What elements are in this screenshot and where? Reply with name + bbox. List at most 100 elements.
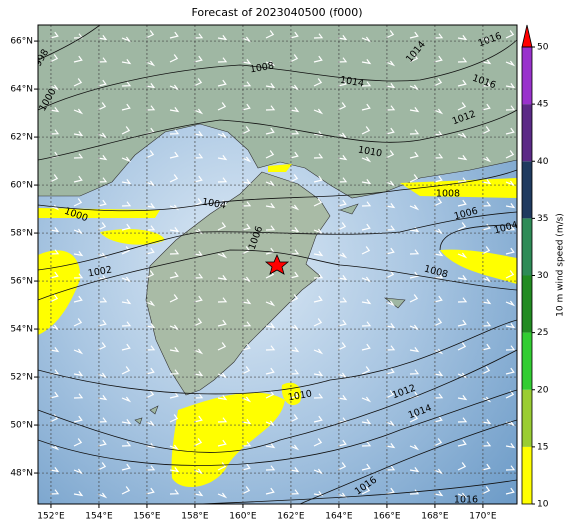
wind-barb <box>457 252 468 259</box>
wind-barb <box>361 201 372 207</box>
y-tick-label: 56°N <box>10 277 33 287</box>
islands <box>134 203 406 425</box>
y-tick-label: 48°N <box>10 469 33 479</box>
wind-barb <box>505 323 516 329</box>
wind-barb <box>49 174 59 183</box>
wind-barb <box>481 396 492 403</box>
wind-barb <box>217 177 228 183</box>
wind-barb <box>409 467 420 473</box>
wind-barb <box>217 395 228 401</box>
wind-barb <box>481 156 492 163</box>
wind-barb <box>505 443 516 449</box>
wind-barb <box>361 419 372 425</box>
colorbar-segment <box>522 446 532 504</box>
y-tick-label: 60°N <box>10 181 33 191</box>
wind-barb <box>121 36 132 43</box>
wind-barb <box>457 102 467 111</box>
wind-barb <box>481 441 492 447</box>
wind-barb <box>241 223 251 231</box>
wind-barb <box>169 151 179 159</box>
wind-barb <box>457 275 468 281</box>
wind-barb <box>457 222 467 231</box>
wind-barb <box>193 153 204 159</box>
wind-barb <box>433 415 443 423</box>
wind-barb <box>73 78 83 87</box>
wind-barb <box>457 79 467 87</box>
wind-barb <box>241 366 251 375</box>
colorbar-tick-label: 50 <box>537 43 549 53</box>
y-tick-label: 50°N <box>10 421 33 431</box>
wind-barb <box>481 59 492 65</box>
wind-barb <box>289 54 299 63</box>
wind-barb <box>505 203 516 209</box>
colorbar-segment <box>522 332 532 390</box>
wind-barb <box>217 372 228 379</box>
wind-barb <box>433 33 444 39</box>
wind-barb <box>289 129 300 135</box>
colorbar-label: 10 m wind speed (m/s) <box>556 213 566 317</box>
wind-barb <box>289 294 299 303</box>
wind-barb <box>361 126 371 135</box>
x-tick-label: 154°E <box>85 512 113 522</box>
wind-barb <box>193 371 204 377</box>
wind-barb <box>145 60 156 67</box>
wind-barb <box>193 228 204 235</box>
wind-barb <box>313 318 323 327</box>
wind-barb <box>337 252 348 259</box>
wind-barb <box>505 247 515 255</box>
wind-barb <box>217 252 228 259</box>
wind-barb <box>289 227 300 233</box>
location-marker <box>264 253 290 275</box>
wind-barb <box>193 318 203 327</box>
wind-barb <box>433 438 443 447</box>
wind-barb <box>241 156 252 163</box>
wind-barb <box>313 371 324 377</box>
wind-barb <box>361 366 371 375</box>
wind-barb <box>265 83 276 89</box>
wind-barb <box>457 417 468 423</box>
wind-barb <box>241 441 252 447</box>
x-tick-label: 160°E <box>229 512 257 522</box>
wind-barb <box>385 487 395 495</box>
wind-barb <box>169 227 180 233</box>
contour-label: 1014 <box>339 74 365 89</box>
wind-barb <box>73 175 83 183</box>
wind-barb <box>265 300 276 307</box>
colorbar-segment <box>522 47 532 105</box>
wind-barb <box>289 174 299 183</box>
wind-barb <box>241 36 252 43</box>
wind-barb <box>241 81 252 87</box>
wind-barb <box>409 174 419 183</box>
wind-barb <box>289 489 300 495</box>
wind-barb <box>97 177 108 183</box>
wind-barb <box>433 78 443 87</box>
wind-barb <box>217 297 228 303</box>
wind-barb <box>409 107 420 113</box>
wind-barb <box>481 276 492 283</box>
wind-barb <box>289 414 299 423</box>
wind-barb <box>265 367 275 375</box>
colorbar-tick-label: 45 <box>537 100 548 110</box>
wind-barb <box>121 81 132 87</box>
wind-barb <box>97 395 108 401</box>
wind-barb <box>97 252 108 259</box>
wind-barb <box>385 83 396 89</box>
wind-barb <box>289 444 300 451</box>
x-tick-label: 158°E <box>181 512 209 522</box>
wind-barb <box>313 251 324 257</box>
contour-label: 1008 <box>436 189 460 200</box>
wind-barb <box>409 227 420 233</box>
wind-barb <box>217 417 228 423</box>
wind-barb <box>49 324 60 331</box>
wind-barb <box>385 420 396 427</box>
wind-barb <box>121 463 131 471</box>
wind-barb <box>385 270 395 279</box>
wind-barb <box>265 203 276 209</box>
wind-barb <box>193 491 204 497</box>
wind-barb <box>169 129 180 135</box>
wind-barb <box>505 150 515 159</box>
wind-barb <box>121 486 131 495</box>
wind-barb <box>49 489 60 495</box>
